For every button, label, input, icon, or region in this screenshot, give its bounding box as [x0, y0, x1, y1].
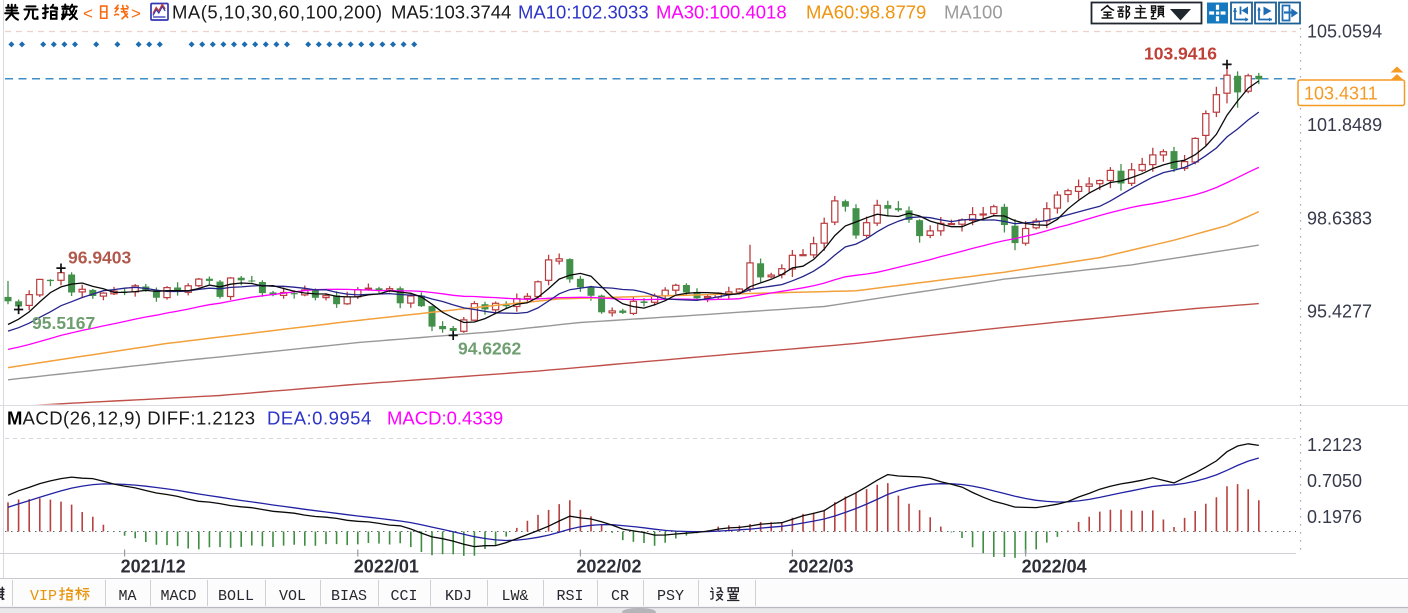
svg-text:CCI: CCI [390, 588, 417, 605]
svg-text:0.7050: 0.7050 [1307, 471, 1362, 491]
svg-text:MA: MA [118, 588, 136, 605]
svg-text:<: < [83, 4, 93, 23]
svg-text:MA10:102.3033: MA10:102.3033 [518, 2, 649, 23]
svg-text:CR: CR [611, 588, 629, 605]
svg-text:2022/01: 2022/01 [354, 557, 419, 577]
svg-text:>: > [131, 4, 141, 23]
svg-text:BOLL: BOLL [218, 588, 254, 605]
svg-text:1.2123: 1.2123 [1307, 435, 1362, 455]
svg-text:0.1976: 0.1976 [1307, 507, 1362, 527]
svg-text:95.4277: 95.4277 [1307, 302, 1372, 322]
svg-text:95.5167: 95.5167 [32, 313, 95, 333]
svg-text:VIP: VIP [30, 588, 57, 605]
svg-text:2021/12: 2021/12 [121, 557, 186, 577]
svg-text:MACD: MACD [160, 588, 196, 605]
svg-text:2022/02: 2022/02 [576, 557, 641, 577]
svg-text:MA60:98.8779: MA60:98.8779 [806, 2, 926, 23]
svg-text:101.8489: 101.8489 [1307, 115, 1382, 135]
svg-text:KDJ: KDJ [445, 588, 472, 605]
svg-text:MA(5,10,30,60,100,200): MA(5,10,30,60,100,200) [172, 2, 383, 23]
svg-text:96.9403: 96.9403 [68, 248, 132, 268]
svg-text:LW&: LW& [501, 588, 528, 605]
svg-text:94.6262: 94.6262 [458, 339, 522, 359]
svg-text:103.9416: 103.9416 [1144, 44, 1217, 64]
svg-text:2022/04: 2022/04 [1022, 557, 1087, 577]
svg-text:DEA:0.9954: DEA:0.9954 [267, 408, 372, 429]
svg-text:MA5:103.3744: MA5:103.3744 [391, 2, 511, 23]
svg-text:RSI: RSI [556, 588, 583, 605]
svg-text:ACD(26,12,9) DIFF:1.2123: ACD(26,12,9) DIFF:1.2123 [23, 408, 256, 429]
svg-text:98.6383: 98.6383 [1307, 208, 1372, 228]
svg-text:MACD:0.4339: MACD:0.4339 [387, 408, 503, 429]
svg-text:M: M [7, 408, 22, 429]
svg-text:VOL: VOL [279, 588, 306, 605]
svg-text:105.0594: 105.0594 [1307, 22, 1382, 42]
svg-text:103.4311: 103.4311 [1304, 84, 1378, 104]
svg-text:2022/03: 2022/03 [788, 557, 853, 577]
svg-text:MA30:100.4018: MA30:100.4018 [656, 2, 787, 23]
svg-text:MA100: MA100 [944, 2, 1003, 23]
svg-text:BIAS: BIAS [331, 588, 367, 605]
svg-text:PSY: PSY [657, 588, 684, 605]
